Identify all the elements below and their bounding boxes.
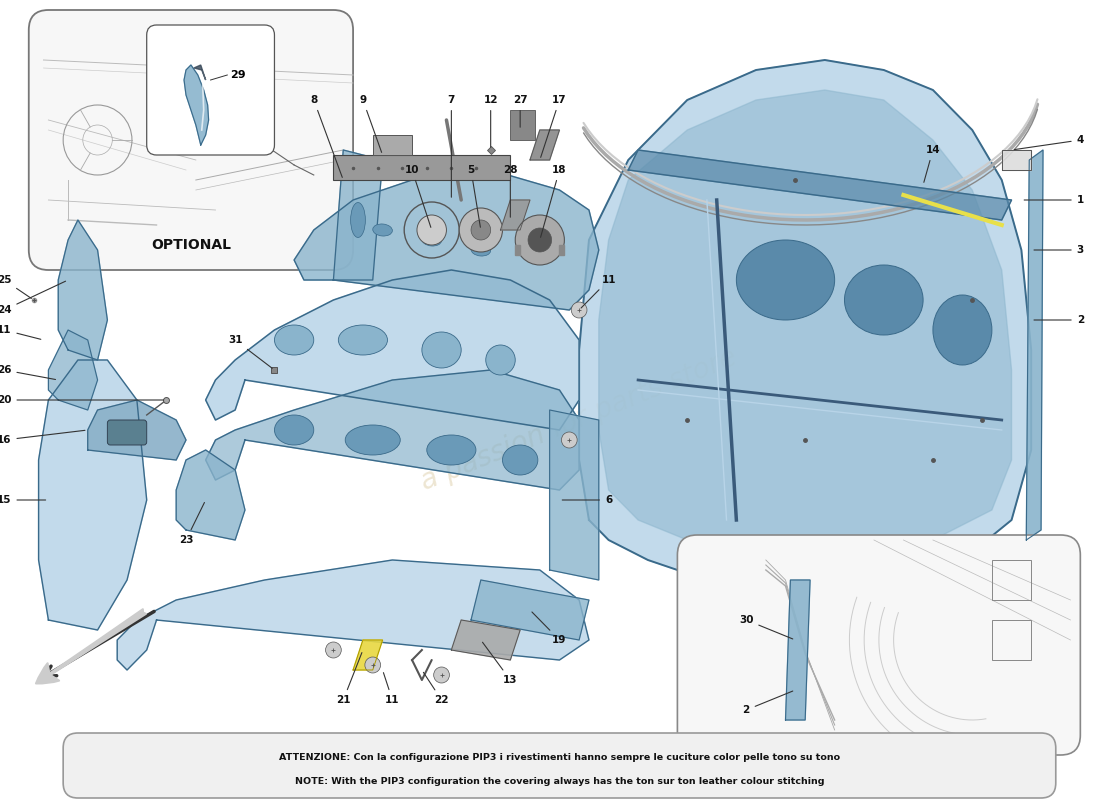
Text: 25: 25 [0, 275, 32, 298]
Text: 1: 1 [1024, 195, 1084, 205]
Polygon shape [88, 400, 186, 460]
Polygon shape [628, 150, 1012, 220]
Circle shape [561, 432, 578, 448]
Polygon shape [176, 450, 245, 540]
Circle shape [528, 228, 551, 252]
Ellipse shape [503, 445, 538, 475]
Text: 16: 16 [0, 430, 85, 445]
Text: 24: 24 [0, 281, 66, 315]
Polygon shape [785, 580, 810, 720]
Polygon shape [560, 245, 564, 255]
Circle shape [365, 657, 381, 673]
FancyBboxPatch shape [63, 733, 1056, 798]
Circle shape [515, 215, 564, 265]
Polygon shape [579, 60, 1031, 590]
Text: 19: 19 [532, 612, 566, 645]
Polygon shape [515, 245, 520, 255]
Text: 11: 11 [581, 275, 616, 308]
Text: 31: 31 [228, 335, 272, 368]
Text: 13: 13 [483, 642, 518, 685]
Text: 23: 23 [179, 502, 205, 545]
Ellipse shape [345, 425, 400, 455]
Ellipse shape [736, 240, 835, 320]
Text: 22: 22 [424, 672, 449, 705]
Text: 21: 21 [336, 653, 362, 705]
Text: 6: 6 [562, 495, 613, 505]
Polygon shape [118, 560, 589, 670]
Text: 3: 3 [1034, 245, 1084, 255]
Text: 9: 9 [360, 95, 382, 152]
Text: 29: 29 [230, 70, 246, 80]
Text: ATTENZIONE: Con la configurazione PIP3 i rivestimenti hanno sempre le cuciture c: ATTENZIONE: Con la configurazione PIP3 i… [279, 754, 840, 762]
FancyBboxPatch shape [29, 10, 353, 270]
Ellipse shape [471, 244, 491, 256]
Ellipse shape [427, 435, 476, 465]
Polygon shape [353, 640, 383, 670]
Text: 26: 26 [0, 365, 55, 379]
Polygon shape [58, 220, 108, 360]
Text: 8: 8 [310, 95, 342, 178]
Polygon shape [333, 150, 383, 280]
Polygon shape [206, 270, 579, 430]
Circle shape [326, 642, 341, 658]
Text: 5: 5 [468, 165, 481, 227]
Polygon shape [206, 370, 579, 490]
Circle shape [571, 302, 587, 318]
Ellipse shape [845, 265, 923, 335]
Polygon shape [471, 580, 588, 640]
Text: 30: 30 [739, 615, 793, 639]
Text: NOTE: With the PIP3 configuration the covering always has the ton sur ton leathe: NOTE: With the PIP3 configuration the co… [295, 778, 824, 786]
Polygon shape [1002, 150, 1031, 170]
Polygon shape [48, 330, 98, 410]
Text: 2: 2 [742, 691, 793, 715]
Bar [510, 110, 535, 140]
Polygon shape [39, 360, 146, 630]
FancyBboxPatch shape [146, 25, 275, 155]
Text: 28: 28 [503, 165, 518, 218]
Text: 2: 2 [1034, 315, 1084, 325]
Text: 10: 10 [405, 165, 431, 227]
Text: 7: 7 [448, 95, 455, 198]
Circle shape [459, 208, 503, 252]
Polygon shape [500, 200, 530, 230]
Polygon shape [598, 90, 1012, 550]
Text: 27: 27 [513, 95, 528, 127]
Text: 11: 11 [384, 673, 399, 705]
FancyBboxPatch shape [678, 535, 1080, 755]
Text: OPTIONAL: OPTIONAL [151, 238, 231, 252]
Ellipse shape [351, 202, 365, 238]
Ellipse shape [275, 325, 314, 355]
Bar [373, 135, 412, 155]
Ellipse shape [339, 325, 387, 355]
Bar [992, 560, 1031, 600]
Polygon shape [194, 65, 206, 80]
Ellipse shape [422, 332, 461, 368]
Circle shape [433, 667, 450, 683]
Text: 18: 18 [540, 165, 566, 238]
Ellipse shape [275, 415, 314, 445]
Text: 4: 4 [1014, 135, 1084, 150]
Polygon shape [1026, 150, 1043, 540]
Polygon shape [530, 130, 560, 160]
Polygon shape [550, 410, 598, 580]
Text: 14: 14 [924, 145, 940, 182]
Polygon shape [451, 620, 520, 660]
FancyBboxPatch shape [108, 420, 146, 445]
Text: 11: 11 [0, 325, 41, 339]
Ellipse shape [373, 224, 393, 236]
Bar [992, 620, 1031, 660]
Bar [333, 155, 510, 180]
Text: a passion for parts store: a passion for parts store [417, 343, 741, 497]
Ellipse shape [486, 345, 515, 375]
Ellipse shape [422, 234, 441, 246]
Polygon shape [294, 170, 598, 310]
Text: 17: 17 [541, 95, 567, 158]
Text: 12: 12 [483, 95, 498, 147]
Text: 15: 15 [0, 495, 45, 505]
Ellipse shape [933, 295, 992, 365]
Text: 20: 20 [0, 395, 164, 405]
Circle shape [417, 215, 447, 245]
Circle shape [471, 220, 491, 240]
Polygon shape [184, 65, 209, 145]
